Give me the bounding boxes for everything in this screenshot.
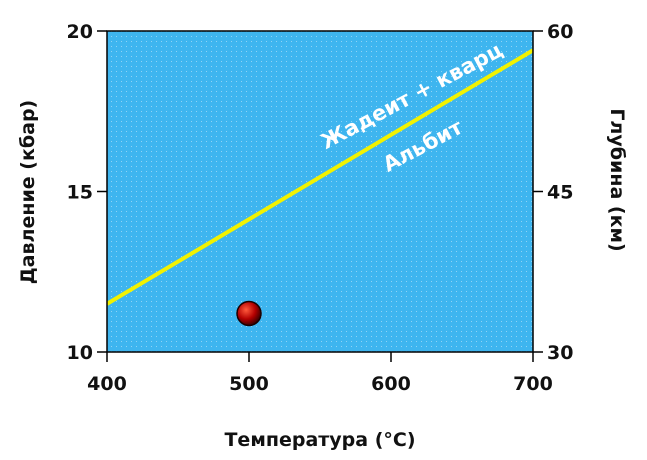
y2-tick-label: 60	[547, 21, 573, 43]
y-axis-title: Давление (кбар)	[17, 100, 39, 284]
y2-tick-label: 30	[547, 342, 573, 364]
y-tick-label: 20	[67, 21, 93, 43]
phase-boundary-line	[107, 48, 533, 306]
y-tick-label: 10	[67, 342, 93, 364]
y2-axis-title: Глубина (км)	[606, 108, 628, 251]
x-axis-title: Температура (°C)	[224, 429, 415, 451]
y-axis-left: 10 15 20	[67, 21, 107, 364]
x-axis: 400 500 600 700	[87, 352, 553, 395]
y-axis-right: 30 45 60	[533, 21, 573, 364]
x-tick-label: 500	[229, 373, 269, 395]
y2-tick-label: 45	[547, 182, 573, 204]
x-tick-label: 400	[87, 373, 127, 395]
points-layer	[236, 300, 262, 327]
x-tick-label: 700	[513, 373, 553, 395]
y-tick-label: 15	[67, 182, 93, 204]
x-tick-label: 600	[371, 373, 411, 395]
data-point	[236, 300, 262, 327]
series-layer	[107, 48, 533, 306]
plot-texture	[107, 31, 533, 352]
